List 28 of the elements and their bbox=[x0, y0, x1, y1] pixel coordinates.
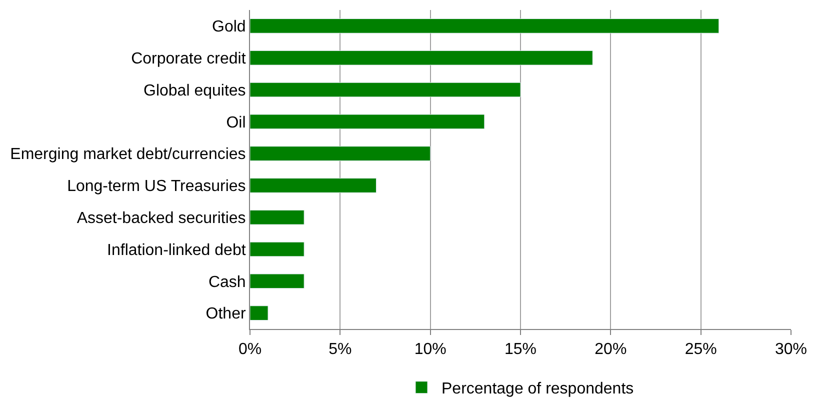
y-tick-label: Cash bbox=[208, 274, 246, 291]
x-tick-label: 10% bbox=[414, 341, 446, 358]
y-tick-label: Gold bbox=[212, 18, 246, 36]
y-tick-label: Oil bbox=[226, 114, 246, 132]
x-tick-label: 15% bbox=[504, 341, 537, 358]
x-tick-label: 5% bbox=[328, 341, 352, 358]
y-tick-label: Asset-backed securities bbox=[76, 210, 246, 227]
x-tick-label: 20% bbox=[594, 341, 627, 358]
bar bbox=[250, 18, 720, 34]
bar bbox=[250, 242, 304, 257]
y-tick-label: Corporate credit bbox=[131, 50, 246, 68]
y-tick-label: Global equites bbox=[144, 82, 246, 100]
bar bbox=[250, 306, 268, 320]
y-tick-label: Other bbox=[206, 306, 246, 323]
y-tick-label: Inflation-linked debt bbox=[107, 242, 246, 259]
bar bbox=[250, 274, 304, 289]
legend-label: Percentage of respondents bbox=[442, 380, 634, 398]
x-tick-label: 0% bbox=[238, 341, 262, 358]
y-tick-label: Long-term US Treasuries bbox=[67, 178, 246, 196]
y-tick-label: Emerging market debt/currencies bbox=[10, 146, 246, 164]
x-tick-label: 25% bbox=[684, 341, 717, 358]
bar bbox=[250, 210, 304, 225]
bar bbox=[250, 146, 431, 161]
bar bbox=[250, 114, 485, 130]
bar bbox=[250, 50, 593, 66]
x-tick-label: 30% bbox=[774, 341, 808, 358]
bar bbox=[250, 82, 521, 98]
bar bbox=[250, 178, 376, 193]
